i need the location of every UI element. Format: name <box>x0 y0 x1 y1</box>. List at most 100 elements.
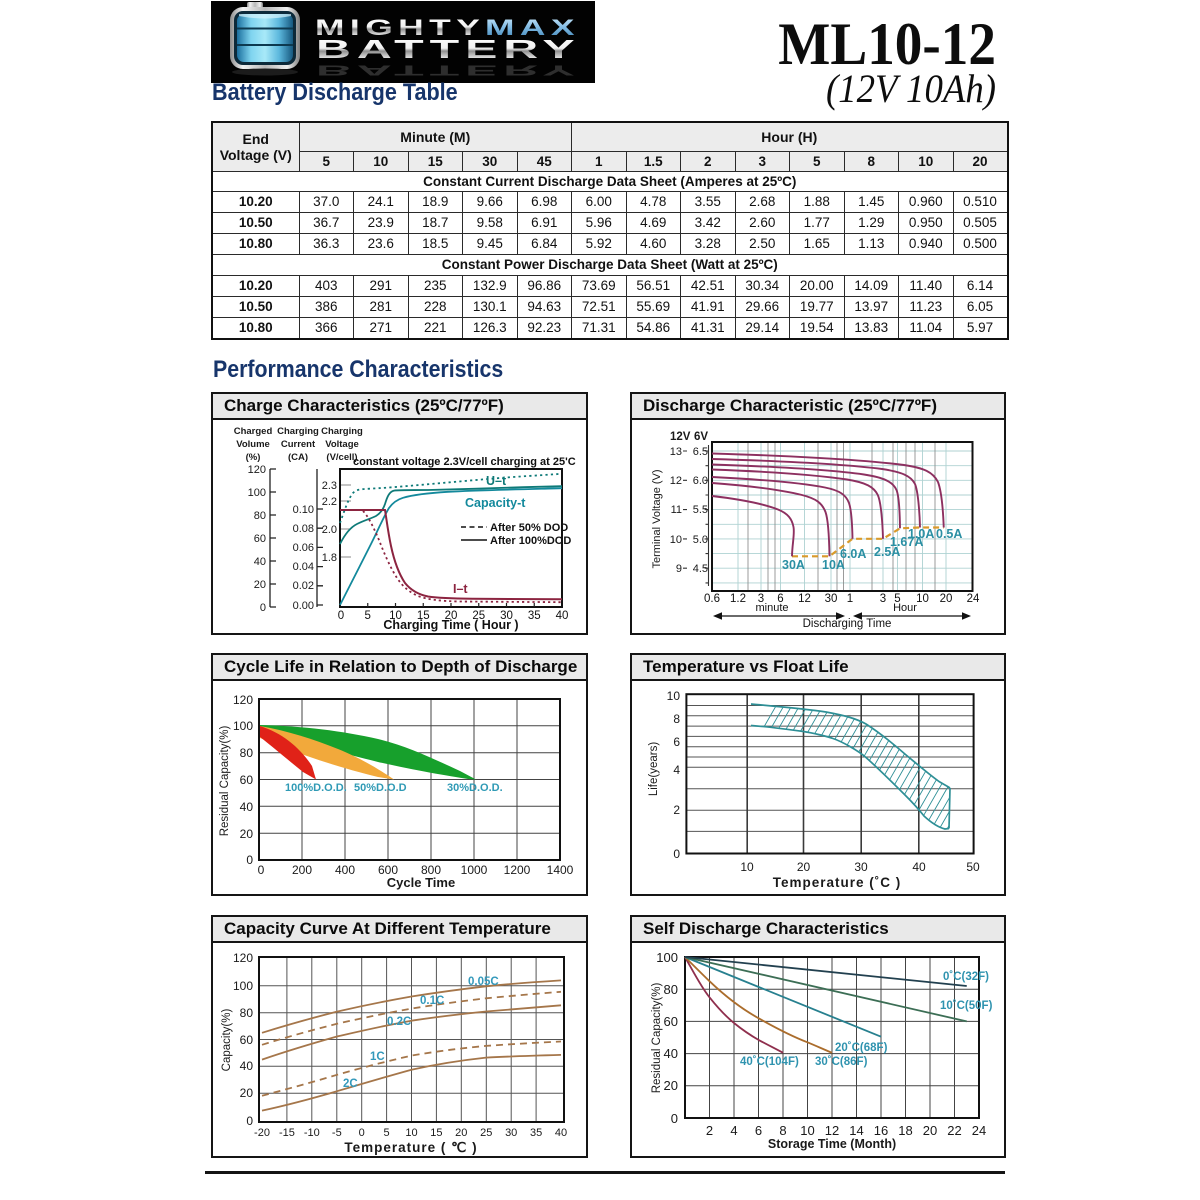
svg-text:4: 4 <box>673 763 680 777</box>
svg-text:15: 15 <box>417 610 430 622</box>
svg-text:0: 0 <box>338 610 344 622</box>
svg-text:Storage Time (Month): Storage Time (Month) <box>768 1137 896 1151</box>
svg-text:-15: -15 <box>279 1127 295 1139</box>
svg-text:1400: 1400 <box>547 863 574 877</box>
svg-text:40: 40 <box>240 1059 254 1073</box>
svg-text:30A: 30A <box>782 558 805 572</box>
svg-text:Charging: Charging <box>321 426 363 437</box>
svg-text:24: 24 <box>967 593 980 605</box>
svg-text:0.02: 0.02 <box>293 580 314 592</box>
svg-text:Capacity(%): Capacity(%) <box>221 1009 233 1072</box>
svg-text:0: 0 <box>671 1111 678 1126</box>
svg-text:5.5: 5.5 <box>693 504 708 516</box>
svg-text:6V: 6V <box>694 431 708 443</box>
svg-text:5: 5 <box>384 1127 390 1139</box>
svg-text:2C: 2C <box>343 1078 358 1090</box>
svg-text:13: 13 <box>670 446 682 458</box>
svg-text:5.0: 5.0 <box>693 534 708 546</box>
svg-text:0.00: 0.00 <box>293 600 314 612</box>
svg-text:MIGHTY: MIGHTY <box>315 16 485 41</box>
svg-text:40: 40 <box>664 1046 678 1061</box>
svg-text:20: 20 <box>940 593 953 605</box>
svg-text:10: 10 <box>670 534 682 546</box>
svg-text:0.1C: 0.1C <box>420 995 444 1007</box>
svg-text:60: 60 <box>254 533 266 545</box>
svg-text:0.06: 0.06 <box>293 542 314 554</box>
svg-text:6: 6 <box>673 735 680 749</box>
svg-text:120: 120 <box>248 464 266 476</box>
svg-text:3: 3 <box>880 593 886 605</box>
svg-text:0: 0 <box>258 863 265 877</box>
svg-text:80: 80 <box>254 510 266 522</box>
svg-text:60: 60 <box>240 1033 254 1047</box>
svg-text:2.5A: 2.5A <box>874 545 900 559</box>
svg-text:0.05C: 0.05C <box>468 976 499 988</box>
svg-text:20: 20 <box>797 860 811 874</box>
svg-text:0.08: 0.08 <box>293 523 314 535</box>
svg-text:40: 40 <box>240 800 254 814</box>
svg-text:Volume: Volume <box>236 439 270 450</box>
svg-text:100: 100 <box>233 979 253 993</box>
svg-text:5: 5 <box>365 610 371 622</box>
svg-text:minute: minute <box>755 602 788 614</box>
svg-text:35: 35 <box>528 610 541 622</box>
svg-text:0˚C(32F): 0˚C(32F) <box>943 971 989 983</box>
svg-text:600: 600 <box>378 863 398 877</box>
svg-text:40˚C(104F): 40˚C(104F) <box>740 1056 799 1068</box>
svg-text:10A: 10A <box>822 558 845 572</box>
svg-text:80: 80 <box>240 746 254 760</box>
svg-text:1: 1 <box>847 593 853 605</box>
svg-text:30: 30 <box>854 860 868 874</box>
svg-text:8: 8 <box>673 712 680 726</box>
svg-text:11: 11 <box>671 504 682 516</box>
svg-text:10: 10 <box>800 1123 814 1138</box>
svg-text:-5: -5 <box>332 1127 342 1139</box>
svg-text:0.2C: 0.2C <box>387 1016 411 1028</box>
svg-text:Residual Capacity(%): Residual Capacity(%) <box>651 983 663 1094</box>
svg-text:30˚C(86F): 30˚C(86F) <box>815 1056 868 1068</box>
svg-text:Current: Current <box>281 439 316 450</box>
svg-text:14: 14 <box>849 1123 863 1138</box>
svg-text:Capacity-t: Capacity-t <box>465 496 526 510</box>
svg-text:6.5: 6.5 <box>693 446 708 458</box>
svg-text:Discharging Time: Discharging Time <box>803 618 892 630</box>
svg-text:200: 200 <box>292 863 312 877</box>
svg-text:0: 0 <box>673 847 680 861</box>
svg-text:15: 15 <box>430 1127 442 1139</box>
svg-text:6.0: 6.0 <box>693 475 708 487</box>
svg-text:35: 35 <box>530 1127 542 1139</box>
svg-text:1.0A: 1.0A <box>908 527 934 541</box>
svg-text:20: 20 <box>254 579 266 591</box>
svg-text:Charged: Charged <box>234 426 273 437</box>
svg-text:constant voltage 2.3V/cell cha: constant voltage 2.3V/cell charging at 2… <box>353 456 576 468</box>
svg-text:50: 50 <box>966 860 980 874</box>
svg-text:60: 60 <box>664 1014 678 1029</box>
svg-text:20: 20 <box>664 1078 678 1093</box>
svg-text:Cycle Time: Cycle Time <box>387 875 455 890</box>
svg-text:100%D.O.D.: 100%D.O.D. <box>285 782 347 794</box>
svg-text:60: 60 <box>240 773 254 787</box>
svg-text:Temperature (˚C ): Temperature (˚C ) <box>773 875 902 890</box>
svg-text:8: 8 <box>779 1123 786 1138</box>
svg-text:Life(years): Life(years) <box>648 742 660 796</box>
svg-text:6.0A: 6.0A <box>840 547 866 561</box>
svg-text:30: 30 <box>500 610 513 622</box>
svg-text:0.10: 0.10 <box>293 504 314 516</box>
svg-text:1C: 1C <box>370 1051 385 1063</box>
svg-text:18: 18 <box>898 1123 912 1138</box>
svg-text:4.5: 4.5 <box>693 563 708 575</box>
svg-text:0: 0 <box>359 1127 365 1139</box>
svg-text:Hour: Hour <box>893 602 917 614</box>
svg-text:20: 20 <box>455 1127 467 1139</box>
svg-text:0: 0 <box>260 602 266 614</box>
svg-text:2: 2 <box>706 1123 713 1138</box>
svg-text:30%D.O.D.: 30%D.O.D. <box>447 782 503 794</box>
svg-text:Voltage: Voltage <box>325 439 359 450</box>
svg-text:120: 120 <box>233 951 253 965</box>
svg-text:Terminal Voltage (V): Terminal Voltage (V) <box>651 469 663 568</box>
svg-text:10: 10 <box>389 610 402 622</box>
svg-text:0: 0 <box>246 1114 253 1128</box>
svg-text:MAX: MAX <box>485 16 580 41</box>
svg-text:80: 80 <box>240 1006 254 1020</box>
svg-text:20: 20 <box>240 1086 254 1100</box>
